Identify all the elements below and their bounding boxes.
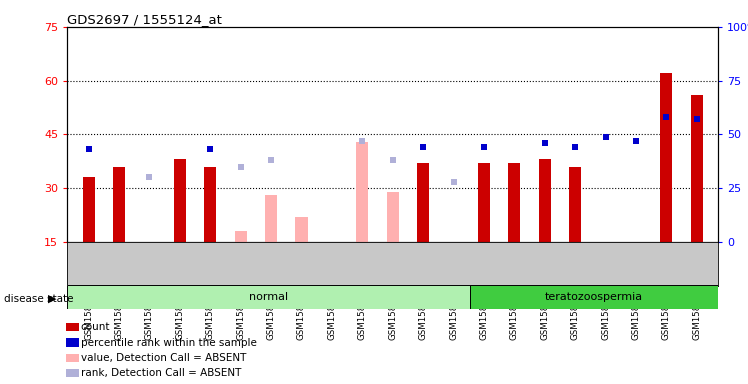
Text: rank, Detection Call = ABSENT: rank, Detection Call = ABSENT <box>81 368 241 378</box>
Bar <box>356 142 368 242</box>
Bar <box>660 73 672 242</box>
Text: count: count <box>81 322 110 332</box>
Text: GDS2697 / 1555124_at: GDS2697 / 1555124_at <box>67 13 222 26</box>
Bar <box>387 192 399 242</box>
Bar <box>690 95 703 242</box>
Bar <box>478 163 490 242</box>
Text: value, Detection Call = ABSENT: value, Detection Call = ABSENT <box>81 353 246 363</box>
Text: percentile rank within the sample: percentile rank within the sample <box>81 338 257 348</box>
Text: disease state: disease state <box>4 294 73 304</box>
Bar <box>82 177 95 242</box>
Bar <box>113 167 125 242</box>
Bar <box>508 163 521 242</box>
Bar <box>539 159 551 242</box>
Bar <box>470 285 718 309</box>
Bar <box>295 217 307 242</box>
Bar <box>417 163 429 242</box>
Bar <box>569 167 581 242</box>
Bar <box>204 167 216 242</box>
Bar <box>235 231 247 242</box>
Text: normal: normal <box>249 292 288 302</box>
Bar <box>174 159 186 242</box>
Text: teratozoospermia: teratozoospermia <box>545 292 643 302</box>
Bar <box>67 285 470 309</box>
Text: ▶: ▶ <box>48 294 56 304</box>
Bar <box>265 195 278 242</box>
